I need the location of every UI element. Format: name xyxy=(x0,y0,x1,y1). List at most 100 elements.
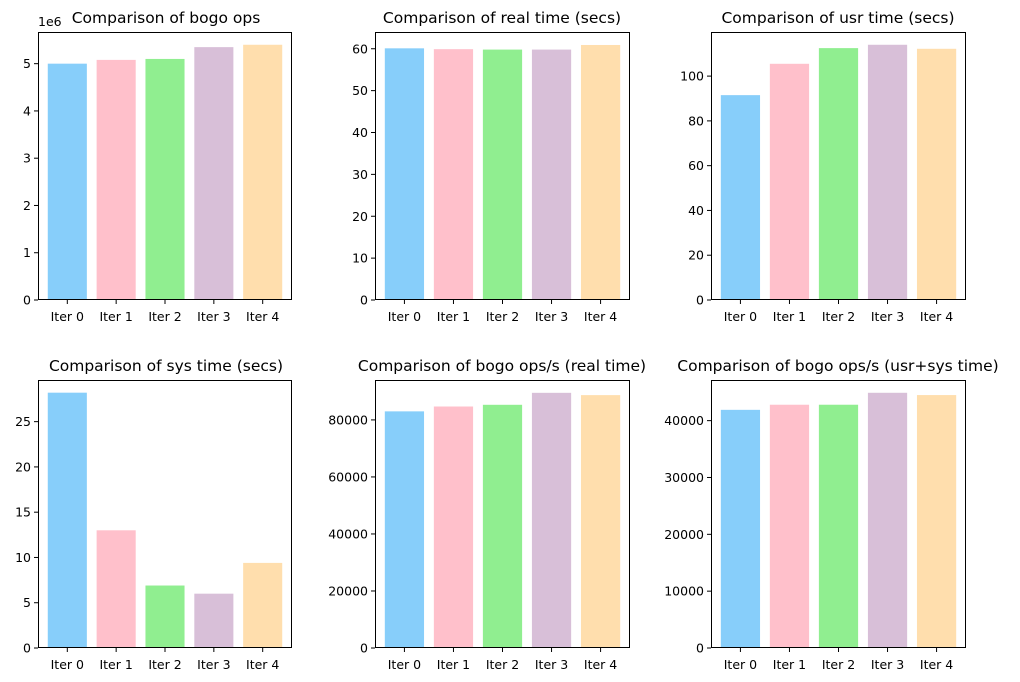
y-tick-label-3-4: 20 xyxy=(15,459,31,474)
x-tick-label-4-4: Iter 4 xyxy=(584,657,617,672)
chart-panel-2: Iter 0 Iter 1 Iter 2 Iter 3 Iter 4 0 20 40 60 80 1… xyxy=(680,9,966,324)
y-tick-label-4-4: 80000 xyxy=(328,412,368,427)
plot-frame-3 xyxy=(38,380,292,648)
bar-2-4 xyxy=(916,48,957,300)
x-tick-label-5-4: Iter 4 xyxy=(920,657,953,672)
x-tick-label-1-2: Iter 2 xyxy=(486,309,519,324)
bar-1-0 xyxy=(384,48,425,300)
chart-title-1: Comparison of real time (secs) xyxy=(383,9,621,27)
chart-panel-5: Iter 0 Iter 1 Iter 2 Iter 3 Iter 4 0 10000 2000… xyxy=(664,357,998,672)
x-tick-label-3-1: Iter 1 xyxy=(99,657,132,672)
chart-title-5: Comparison of bogo ops/s (usr+sys time) xyxy=(677,357,998,375)
bar-2-2 xyxy=(818,48,859,301)
x-tick-label-1-1: Iter 1 xyxy=(437,309,470,324)
plot-frame-2 xyxy=(711,32,966,300)
y-tick-label-1-4: 40 xyxy=(352,125,368,140)
x-tick-label-2-4: Iter 4 xyxy=(920,309,953,324)
plot-frame-1 xyxy=(375,32,630,300)
y-tick-label-0-1: 1 xyxy=(23,245,31,260)
bar-4-0 xyxy=(384,411,425,648)
x-tick-label-3-4: Iter 4 xyxy=(246,657,279,672)
y-tick-label-5-0: 0 xyxy=(696,641,704,656)
y-tick-label-5-1: 10000 xyxy=(664,584,704,599)
bar-1-2 xyxy=(482,49,523,301)
y-tick-label-2-2: 40 xyxy=(688,203,704,218)
bar-5-0 xyxy=(720,409,761,648)
bar-5-4 xyxy=(916,395,957,648)
y-tick-label-4-1: 20000 xyxy=(328,583,368,598)
x-tick-label-1-0: Iter 0 xyxy=(388,309,421,324)
y-tick-label-3-1: 5 xyxy=(23,595,31,610)
x-tick-label-4-2: Iter 2 xyxy=(486,657,519,672)
x-tick-label-0-3: Iter 3 xyxy=(197,309,230,324)
chart-panel-1: Iter 0 Iter 1 Iter 2 Iter 3 Iter 4 0 10 20 30 40 5… xyxy=(352,9,630,324)
y-tick-label-5-3: 30000 xyxy=(664,470,704,485)
bar-4-1 xyxy=(433,406,474,648)
bar-0-1 xyxy=(96,59,136,300)
y-offset-label-0: 1e6 xyxy=(38,14,62,29)
y-tick-label-2-3: 60 xyxy=(688,158,704,173)
y-tick-label-5-4: 40000 xyxy=(664,413,704,428)
chart-panel-4: Iter 0 Iter 1 Iter 2 Iter 3 Iter 4 0 20000 4000… xyxy=(328,357,646,672)
y-tick-label-0-4: 4 xyxy=(23,103,31,118)
plot-frame-0 xyxy=(38,32,292,300)
bar-4-3 xyxy=(531,392,572,648)
y-tick-label-2-5: 100 xyxy=(680,69,704,84)
x-tick-label-5-0: Iter 0 xyxy=(724,657,757,672)
x-tick-label-0-1: Iter 1 xyxy=(99,309,132,324)
y-tick-label-1-3: 30 xyxy=(352,167,368,182)
x-tick-label-0-4: Iter 4 xyxy=(246,309,279,324)
bar-3-1 xyxy=(96,530,136,648)
y-tick-label-3-3: 15 xyxy=(15,505,31,520)
x-tick-label-3-3: Iter 3 xyxy=(197,657,230,672)
y-tick-label-1-1: 10 xyxy=(352,251,368,266)
chart-title-4: Comparison of bogo ops/s (real time) xyxy=(358,357,646,375)
bar-0-4 xyxy=(243,44,283,301)
bar-3-2 xyxy=(145,585,185,648)
y-tick-label-1-6: 60 xyxy=(352,41,368,56)
bar-0-3 xyxy=(194,47,234,300)
x-tick-label-1-4: Iter 4 xyxy=(584,309,617,324)
x-tick-label-5-2: Iter 2 xyxy=(822,657,855,672)
bar-1-3 xyxy=(531,49,572,301)
y-tick-label-3-5: 25 xyxy=(15,414,31,429)
bar-3-0 xyxy=(47,392,87,648)
bar-0-0 xyxy=(47,63,87,300)
chart-title-3: Comparison of sys time (secs) xyxy=(49,357,283,375)
bar-5-3 xyxy=(867,392,908,648)
y-tick-label-0-5: 5 xyxy=(23,56,31,71)
x-tick-label-1-3: Iter 3 xyxy=(535,309,568,324)
bar-1-1 xyxy=(433,49,474,300)
x-tick-label-4-3: Iter 3 xyxy=(535,657,568,672)
x-tick-label-3-0: Iter 0 xyxy=(51,657,84,672)
y-tick-label-0-2: 2 xyxy=(23,198,31,213)
y-tick-label-0-3: 3 xyxy=(23,151,31,166)
x-tick-label-4-0: Iter 0 xyxy=(388,657,421,672)
chart-title-0: Comparison of bogo ops xyxy=(72,9,261,27)
y-tick-label-4-2: 40000 xyxy=(328,526,368,541)
bar-3-4 xyxy=(243,562,283,648)
bar-4-2 xyxy=(482,404,523,648)
x-tick-label-3-2: Iter 2 xyxy=(148,657,181,672)
y-tick-label-2-1: 20 xyxy=(688,248,704,263)
chart-panel-0: Iter 0 Iter 1 Iter 2 Iter 3 Iter 4 0 1 2 3 4 5 1e6 C… xyxy=(23,9,292,324)
x-tick-label-2-2: Iter 2 xyxy=(822,309,855,324)
x-tick-label-4-1: Iter 1 xyxy=(437,657,470,672)
x-tick-label-2-0: Iter 0 xyxy=(724,309,757,324)
bar-1-4 xyxy=(580,44,621,301)
y-tick-label-0-0: 0 xyxy=(23,293,31,308)
y-tick-label-1-5: 50 xyxy=(352,83,368,98)
y-tick-label-1-0: 0 xyxy=(360,293,368,308)
y-tick-label-2-4: 80 xyxy=(688,113,704,128)
y-tick-label-5-2: 20000 xyxy=(664,527,704,542)
x-tick-label-2-1: Iter 1 xyxy=(773,309,806,324)
bar-2-3 xyxy=(867,44,908,301)
chart-title-2: Comparison of usr time (secs) xyxy=(721,9,954,27)
x-tick-label-0-0: Iter 0 xyxy=(51,309,84,324)
bar-2-0 xyxy=(720,95,761,300)
x-tick-label-0-2: Iter 2 xyxy=(148,309,181,324)
y-tick-label-1-2: 20 xyxy=(352,209,368,224)
y-tick-label-4-3: 60000 xyxy=(328,469,368,484)
bar-5-1 xyxy=(769,404,810,648)
